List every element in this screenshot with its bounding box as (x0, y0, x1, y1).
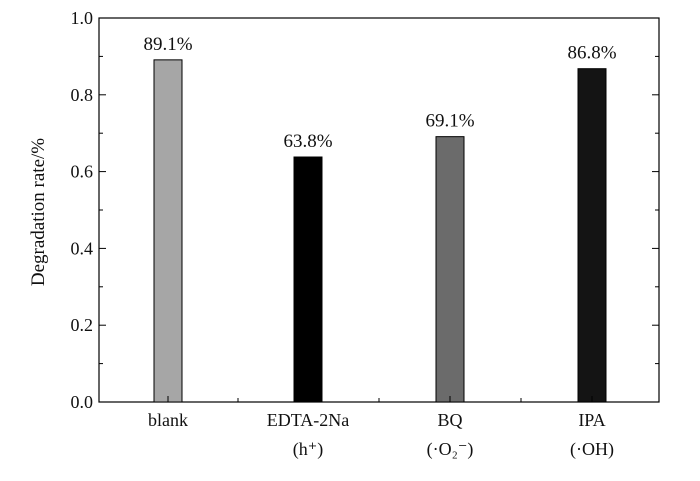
y-tick-label: 0.0 (71, 392, 94, 412)
y-tick-label: 0.4 (71, 238, 94, 258)
bar (577, 68, 607, 403)
bar (153, 59, 183, 403)
x-category-label: EDTA-2Na (267, 410, 350, 430)
data-label: 63.8% (283, 131, 332, 152)
plot-frame (98, 17, 660, 403)
data-label: 89.1% (143, 34, 192, 55)
x-category-label: blank (148, 410, 188, 430)
bar (293, 156, 323, 403)
x-category-sublabel: (h⁺) (293, 439, 324, 460)
bar (435, 136, 465, 403)
data-label: 69.1% (425, 111, 474, 132)
x-category-label: BQ (437, 410, 462, 430)
x-category-sublabel: (·OH) (570, 439, 614, 460)
x-category-label: IPA (578, 410, 605, 430)
y-tick-label: 0.6 (71, 162, 94, 182)
x-category-sublabel: (·O₂⁻) (427, 439, 474, 460)
y-tick-label: 1.0 (71, 8, 94, 28)
y-tick-label: 0.8 (71, 85, 94, 105)
plot-area: 0.0 0.2 0.4 0.6 0.8 1.0 89.1% blank 63.8% EDTA-2N… (71, 8, 660, 460)
y-axis-label: Degradation rate/% (28, 138, 49, 286)
data-label: 86.8% (567, 43, 616, 64)
y-tick-label: 0.2 (71, 315, 94, 335)
